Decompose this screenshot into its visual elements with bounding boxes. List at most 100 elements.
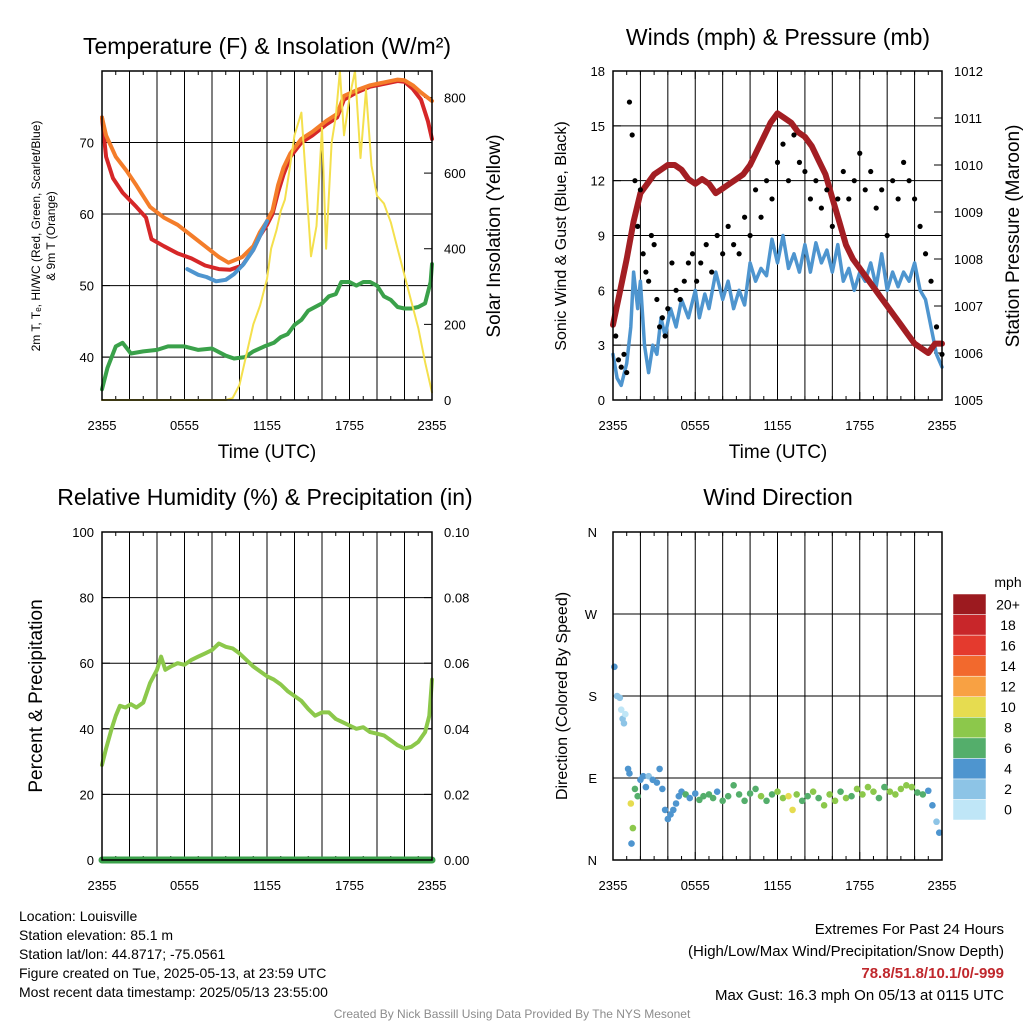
direction-point: [628, 840, 635, 847]
most-recent-data: Most recent data timestamp: 2025/05/13 2…: [19, 984, 328, 1000]
gust-point: [624, 369, 630, 376]
gust-point: [618, 364, 624, 370]
temperature-panel-title: Temperature (F) & Insolation (W/m²): [83, 33, 451, 59]
pressure-y-tick-label: 1012: [954, 64, 983, 79]
colorbar-label: 6: [1004, 740, 1012, 756]
gust-point: [884, 232, 890, 239]
direction-point: [629, 824, 637, 832]
gust-point: [906, 178, 912, 184]
direction-point: [809, 788, 817, 795]
humidity-y-tick-label: 80: [80, 591, 94, 606]
gust-point: [922, 251, 929, 257]
humidity-line: [100, 641, 434, 767]
temperature-y-tick-label: 70: [80, 136, 94, 151]
station-latlon: Station lat/lon: 44.8717; -75.0561: [19, 946, 226, 962]
gust-point: [731, 242, 737, 248]
direction-point: [653, 779, 661, 786]
direction-point: [622, 710, 629, 718]
colorbar-label: 18: [1000, 617, 1016, 633]
gust-point: [681, 278, 687, 284]
direction-point: [661, 806, 669, 814]
direction-point: [627, 800, 635, 807]
pressure-y-tick-label: 1009: [954, 205, 983, 220]
colorbar-label: 12: [1000, 678, 1016, 694]
x-tick-label: 1155: [253, 878, 281, 893]
pressure-y-tick-label: 1010: [954, 158, 983, 173]
direction-point: [820, 802, 828, 809]
pressure-y-tick-label: 1011: [954, 111, 982, 126]
wind-y-tick-label: 9: [598, 229, 605, 244]
gust-point: [791, 132, 797, 138]
insolation-y-tick-label: 200: [444, 317, 466, 332]
humidity-y-tick-label: 60: [80, 656, 94, 671]
direction-point: [620, 720, 628, 727]
direction-point: [741, 797, 748, 805]
insolation-y-tick-label: 0: [444, 393, 451, 408]
colorbar-label: 10: [1000, 699, 1016, 715]
temperature-y-tick-label: 40: [80, 350, 94, 365]
plot-frame: [101, 531, 433, 861]
precip-y-tick-label: 0.02: [444, 787, 469, 802]
colorbar-label: 16: [1000, 637, 1016, 653]
gust-point: [780, 141, 786, 147]
plot-frame: [101, 70, 433, 401]
direction-point: [897, 785, 905, 793]
gust-point: [629, 132, 635, 138]
gust-point: [835, 196, 841, 202]
direction-point: [634, 792, 641, 800]
direction-point: [837, 788, 844, 795]
pressure-y-tick-label: 1008: [954, 252, 983, 267]
temperature-ylabel-left-line1: 2m T, Tₑ, HI/WC (Red, Green, Scarlet/Blu…: [29, 121, 43, 352]
colorbar-swatch: [952, 634, 987, 656]
x-tick-label: 2355: [599, 878, 628, 893]
wind-y-tick-label: 0: [598, 393, 605, 408]
direction-point: [724, 792, 732, 800]
direction-point: [842, 794, 850, 802]
direction-y-tick-label: E: [588, 771, 597, 786]
gust-point: [640, 251, 646, 257]
direction-panel-title: Wind Direction: [703, 484, 853, 510]
temperature-ylabel-right: Solar Insolation (Yellow): [484, 134, 505, 337]
direction-point: [804, 792, 811, 800]
gust-point: [714, 232, 720, 239]
gust-point: [840, 168, 846, 175]
humidity-y-tick-label: 40: [80, 722, 94, 737]
temperature-y-tick-label: 60: [80, 207, 94, 222]
temperature-series-line: [100, 77, 434, 265]
extremes-values: 78.8/51.8/10.1/0/-999: [861, 965, 1004, 982]
max-gust: Max Gust: 16.3 mph On 05/13 at 0115 UTC: [714, 987, 1004, 1004]
direction-y-tick-label: S: [588, 689, 597, 704]
gust-point: [657, 324, 663, 330]
station-info: Location: Louisville Station elevation: …: [19, 907, 328, 1002]
gust-point: [868, 168, 874, 175]
humidity-ylabel-left: Percent & Precipitation: [26, 599, 47, 792]
plot-frame: [612, 531, 943, 861]
humidity-y-tick-label: 100: [72, 525, 94, 540]
colorbar-title: mph: [994, 574, 1021, 590]
gust-point: [933, 324, 940, 330]
direction-point: [757, 792, 765, 800]
direction-point: [672, 800, 680, 807]
insolation-y-tick-label: 800: [444, 90, 466, 105]
direction-point: [617, 706, 625, 713]
gust-point: [720, 251, 726, 257]
gust-point: [665, 306, 671, 312]
x-tick-label: 1755: [845, 418, 874, 433]
gust-point: [659, 315, 665, 321]
x-tick-label: 2355: [418, 878, 447, 893]
wind-y-tick-label: 15: [591, 119, 605, 134]
gust-point: [879, 187, 885, 193]
direction-point: [935, 829, 943, 836]
direction-point: [691, 790, 699, 797]
gust-point: [709, 269, 715, 275]
gust-point: [651, 242, 657, 248]
x-tick-label: 0555: [170, 418, 199, 433]
gust-point: [917, 223, 923, 229]
colorbar-swatch: [952, 717, 987, 739]
x-tick-label: 2355: [88, 878, 117, 893]
wind-y-tick-label: 12: [591, 174, 605, 189]
station-location: Location: Louisville: [19, 908, 138, 924]
gust-point: [785, 178, 792, 184]
extremes-subtitle: (High/Low/Max Wind/Precipitation/Snow De…: [688, 943, 1004, 960]
temperature-y-tick-label: 50: [80, 279, 94, 294]
